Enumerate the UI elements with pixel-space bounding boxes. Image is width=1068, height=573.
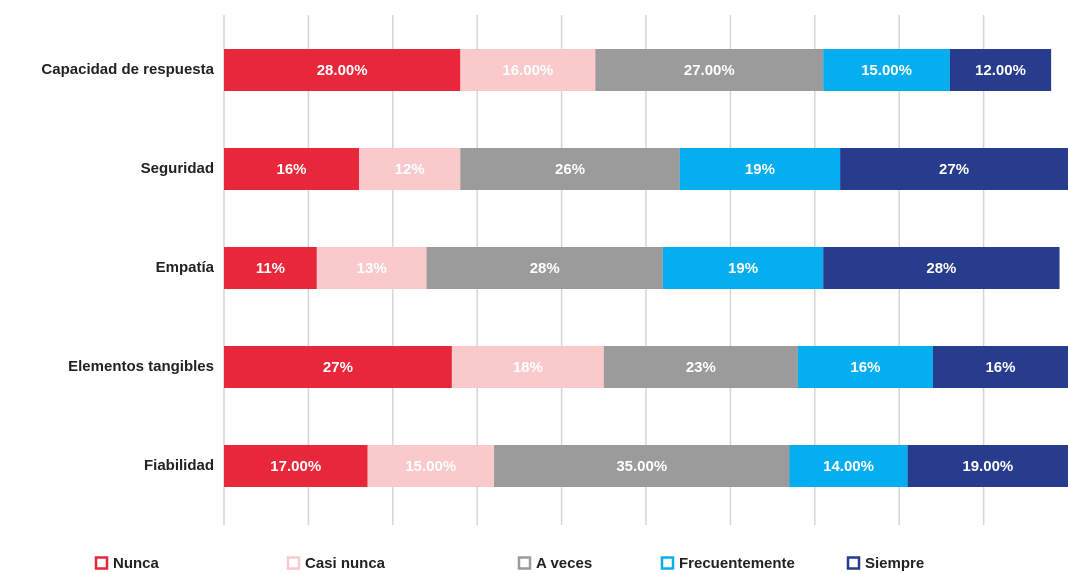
legend-marker: [94, 556, 109, 570]
bar-segment: [316, 247, 427, 289]
bar-segment: [679, 148, 841, 190]
value-label: 14.00%: [823, 458, 874, 475]
bar-segment: [460, 49, 596, 91]
legend-marker: [660, 556, 675, 570]
legend-label: Siempre: [865, 555, 924, 572]
value-label: 28%: [926, 260, 956, 277]
bar-segment: [662, 247, 824, 289]
bar-segment: [460, 148, 680, 190]
bar-segment: [907, 445, 1068, 487]
value-label: 28%: [530, 260, 560, 277]
legend-marker: [286, 556, 301, 570]
bar-segment: [367, 445, 495, 487]
bar-segment: [451, 346, 604, 388]
bar-segment: [359, 148, 461, 190]
legend-label: Frecuentemente: [679, 555, 795, 572]
legend-marker: [517, 556, 532, 570]
value-label: 23%: [686, 359, 716, 376]
value-label: 15.00%: [861, 62, 912, 79]
bar-segment: [789, 445, 908, 487]
value-label: 16%: [277, 161, 307, 178]
bar-segment: [224, 445, 368, 487]
value-label: 17.00%: [270, 458, 321, 475]
category-label: Seguridad: [141, 160, 214, 177]
category-label: Fiabilidad: [144, 457, 214, 474]
bar-segment: [932, 346, 1068, 388]
value-label: 16.00%: [502, 62, 553, 79]
value-label: 26%: [555, 161, 585, 178]
value-label: 28.00%: [317, 62, 368, 79]
bar-segment: [603, 346, 798, 388]
legend-marker: [846, 556, 861, 570]
bar-segment: [797, 346, 933, 388]
value-label: 16%: [985, 359, 1015, 376]
value-label: 15.00%: [405, 458, 456, 475]
value-label: 18%: [513, 359, 543, 376]
value-label: 12.00%: [975, 62, 1026, 79]
value-label: 19%: [745, 161, 775, 178]
value-label: 27%: [939, 161, 969, 178]
value-label: 16%: [850, 359, 880, 376]
value-label: 19%: [728, 260, 758, 277]
legend-label: A veces: [536, 555, 592, 572]
value-label: 35.00%: [616, 458, 667, 475]
category-label: Capacidad de respuesta: [41, 61, 214, 78]
bar-segment: [494, 445, 790, 487]
legend-label: Nunca: [113, 555, 160, 572]
bar-segment: [224, 49, 461, 91]
category-label: Empatía: [156, 259, 215, 276]
bar-segment: [224, 346, 452, 388]
value-label: 27.00%: [684, 62, 735, 79]
value-label: 27%: [323, 359, 353, 376]
value-label: 19.00%: [962, 458, 1013, 475]
bar-segment: [224, 148, 360, 190]
bar-segment: [823, 49, 950, 91]
value-label: 13%: [357, 260, 387, 277]
bar-segment: [595, 49, 824, 91]
bar-segment: [224, 247, 317, 289]
value-label: 12%: [395, 161, 425, 178]
bar-segment: [823, 247, 1060, 289]
bar-segment: [840, 148, 1068, 190]
category-label: Elementos tangibles: [68, 358, 214, 375]
bar-segment: [949, 49, 1052, 91]
legend-label: Casi nunca: [305, 555, 386, 572]
value-label: 11%: [256, 260, 285, 277]
bar-segment: [426, 247, 663, 289]
